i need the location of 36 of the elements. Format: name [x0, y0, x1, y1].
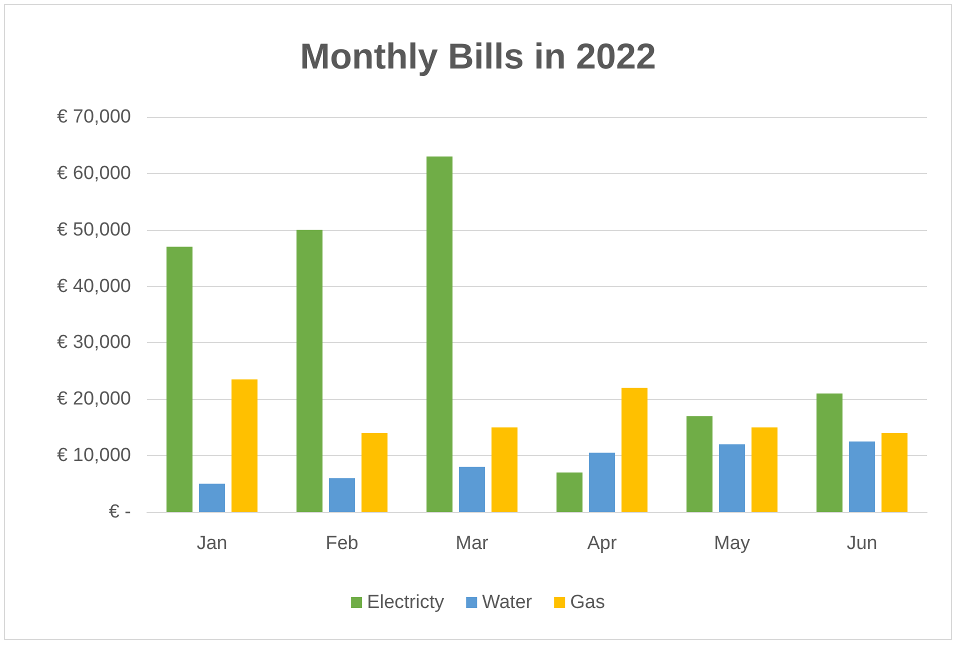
x-tick-label: Apr: [587, 533, 618, 554]
bar: [296, 230, 322, 512]
x-tick-label: Jun: [846, 533, 878, 554]
bar: [362, 433, 388, 512]
bar: [232, 379, 258, 512]
bar: [816, 394, 842, 512]
bar: [556, 472, 582, 512]
legend-label: Water: [482, 592, 533, 613]
bar: [752, 427, 778, 512]
bar: [589, 452, 615, 512]
bar: [199, 484, 225, 512]
bar: [622, 388, 648, 512]
bar: [686, 416, 712, 512]
bar: [492, 427, 518, 512]
y-tick-label: € 20,000: [57, 388, 131, 410]
y-tick-label: € 40,000: [57, 276, 131, 297]
legend-label: Gas: [570, 592, 605, 613]
y-tick-label: € 50,000: [57, 219, 131, 240]
y-tick-label: € 30,000: [57, 332, 131, 354]
bar: [882, 433, 908, 512]
legend-label: Electricty: [367, 592, 445, 613]
chart-title: Monthly Bills in 2022: [300, 36, 656, 76]
x-tick-label: Jan: [196, 533, 228, 554]
y-tick-label: € 60,000: [57, 162, 131, 184]
bar: [426, 156, 452, 512]
bar: [849, 441, 875, 512]
y-tick-label: € 70,000: [57, 106, 131, 128]
bar: [329, 478, 355, 512]
y-tick-label: € -: [108, 502, 131, 522]
bar: [459, 466, 485, 512]
x-tick-label: Mar: [456, 533, 490, 554]
x-tick-label: May: [714, 533, 750, 554]
bar: [166, 246, 192, 512]
y-tick-label: € 10,000: [57, 445, 131, 466]
bar: [719, 444, 745, 512]
x-tick-label: Feb: [326, 533, 358, 554]
